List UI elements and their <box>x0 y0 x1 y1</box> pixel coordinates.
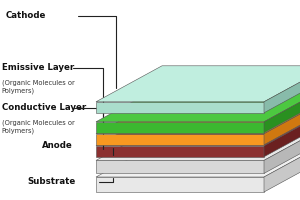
Polygon shape <box>96 98 300 134</box>
Text: Emissive Layer: Emissive Layer <box>2 63 74 72</box>
Text: Anode: Anode <box>42 141 73 150</box>
Polygon shape <box>96 160 264 173</box>
Polygon shape <box>96 146 264 157</box>
Text: (Organic Molecules or
Polymers): (Organic Molecules or Polymers) <box>2 120 74 134</box>
Polygon shape <box>96 66 300 102</box>
Text: (Organic Molecules or
Polymers): (Organic Molecules or Polymers) <box>2 80 74 94</box>
Polygon shape <box>96 134 264 145</box>
Polygon shape <box>96 177 264 192</box>
Polygon shape <box>96 124 300 160</box>
Text: Cathode: Cathode <box>6 11 46 20</box>
Polygon shape <box>264 66 300 113</box>
Polygon shape <box>96 110 300 146</box>
Polygon shape <box>264 141 300 192</box>
Text: Substrate: Substrate <box>27 177 75 186</box>
Polygon shape <box>264 110 300 157</box>
Polygon shape <box>96 102 264 113</box>
Polygon shape <box>264 86 300 133</box>
Text: Conductive Layer: Conductive Layer <box>2 103 86 112</box>
Polygon shape <box>96 122 264 133</box>
Polygon shape <box>264 98 300 145</box>
Polygon shape <box>264 124 300 173</box>
Polygon shape <box>96 86 300 122</box>
Polygon shape <box>96 141 300 177</box>
